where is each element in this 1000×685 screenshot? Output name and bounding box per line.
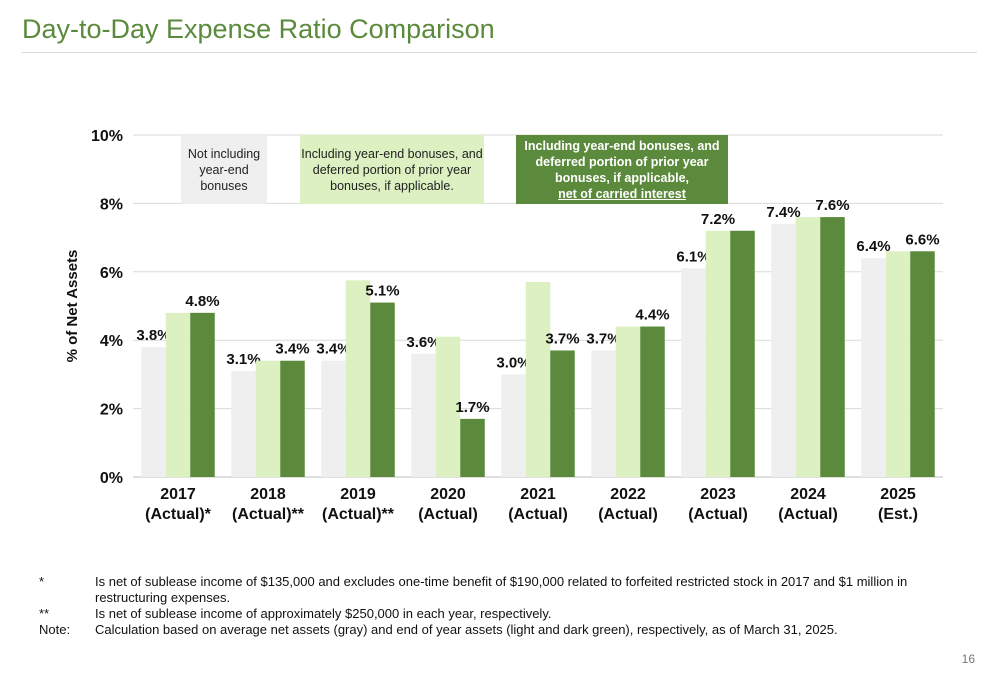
legend-light-text: Including year-end bonuses, and deferred… [301, 146, 483, 193]
bar-gray [411, 353, 436, 477]
bar-light [435, 336, 461, 477]
data-label-dark: 4.8% [185, 293, 219, 310]
data-label-gray: 6.1% [676, 248, 710, 265]
bar-light [615, 326, 641, 477]
x-tick-label: 2021 [520, 486, 556, 503]
x-tick-label: (Est.) [878, 506, 918, 523]
footnote-2-text: Is net of sublease income of approximate… [95, 606, 552, 621]
bar-light [705, 230, 731, 477]
bar-dark [550, 350, 575, 477]
bar-dark [370, 302, 395, 477]
data-label-gray: 3.1% [226, 351, 260, 368]
bar-gray [321, 360, 346, 477]
bar-dark [280, 360, 305, 477]
data-label-gray: 6.4% [856, 238, 890, 255]
footnote-note: Note: Calculation based on average net a… [39, 622, 959, 638]
bar-gray [141, 347, 166, 477]
data-label-dark: 5.1% [365, 283, 399, 300]
data-label-gray: 7.4% [766, 204, 800, 221]
expense-ratio-chart: 0% 2% 4% 6% 8% 10% % of Net Assets 3.8% 4.8% 2017… [64, 128, 943, 523]
bar-dark [820, 217, 845, 477]
bar-light [885, 251, 911, 477]
y-axis-label: % of Net Assets [64, 250, 81, 363]
footnote-1-text: Is net of sublease income of $135,000 an… [95, 574, 908, 605]
footnote-1: * Is net of sublease income of $135,000 … [39, 574, 959, 606]
footnotes: * Is net of sublease income of $135,000 … [39, 574, 959, 638]
x-tick-label: 2025 [880, 486, 916, 503]
data-label-dark: 6.6% [905, 231, 939, 248]
x-tick-label: (Actual) [508, 506, 568, 523]
bar-gray [231, 370, 256, 477]
x-tick-label: (Actual)** [232, 506, 305, 523]
data-label-gray: 3.4% [316, 341, 350, 358]
x-tick-label: (Actual) [778, 506, 838, 523]
x-tick-label: 2023 [700, 486, 736, 503]
y-tick-label: 2% [100, 402, 123, 419]
bar-gray [771, 223, 796, 477]
x-tick-label: 2024 [790, 486, 826, 503]
data-label-dark: 3.7% [545, 330, 579, 347]
bar-light [165, 312, 191, 477]
bar-dark [460, 418, 485, 477]
x-tick-label: (Actual)* [145, 506, 212, 523]
legend-box-gray: Not including year-end bonuses [181, 135, 267, 204]
footnote-2: ** Is net of sublease income of approxim… [39, 606, 959, 622]
bar-light [525, 282, 551, 477]
legend-dark-underlined: net of carried interest [558, 186, 686, 201]
x-tick-label: (Actual) [418, 506, 478, 523]
data-label-gray: 3.7% [586, 330, 620, 347]
data-label-dark: 4.4% [635, 307, 669, 324]
bar-light [255, 360, 281, 477]
data-label-dark: 1.7% [455, 399, 489, 416]
y-tick-label: 4% [100, 333, 123, 350]
y-tick-label: 0% [100, 470, 123, 487]
legend-gray-text: Not including year-end bonuses [187, 146, 261, 193]
x-tick-label: 2022 [610, 486, 646, 503]
y-tick-label: 6% [100, 265, 123, 282]
data-label-dark: 3.4% [275, 341, 309, 358]
bar-light [345, 280, 371, 477]
y-tick-label: 8% [100, 196, 123, 213]
data-label-gray: 3.0% [496, 354, 530, 371]
bar-dark [730, 230, 755, 477]
bar-gray [681, 268, 706, 477]
x-tick-label: 2020 [430, 486, 466, 503]
data-label-gray: 3.6% [406, 334, 440, 351]
data-label-dark: 7.6% [815, 197, 849, 214]
x-tick-label: 2019 [340, 486, 376, 503]
x-tick-label: (Actual)** [322, 506, 395, 523]
bar-gray [861, 258, 886, 477]
bar-dark [640, 326, 665, 477]
page-title: Day-to-Day Expense Ratio Comparison [22, 14, 495, 44]
title-divider [22, 52, 977, 53]
bar-dark [190, 312, 215, 477]
x-tick-label: 2018 [250, 486, 286, 503]
data-label-gray: 3.8% [136, 327, 170, 344]
bar-dark [910, 251, 935, 477]
footnote-note-text: Calculation based on average net assets … [95, 622, 838, 637]
page-number: 16 [961, 652, 975, 666]
bar-gray [501, 374, 526, 477]
bar-light [795, 217, 821, 477]
x-tick-label: 2017 [160, 486, 196, 503]
legend-box-dark: Including year-end bonuses, and deferred… [516, 135, 728, 204]
y-tick-label: 10% [91, 128, 123, 145]
x-tick-label: (Actual) [598, 506, 658, 523]
data-label-light: 7.2% [701, 211, 735, 228]
legend-dark-text: Including year-end bonuses, and deferred… [524, 138, 720, 185]
x-tick-label: (Actual) [688, 506, 748, 523]
footnote-2-mark: ** [39, 606, 50, 621]
legend-box-light: Including year-end bonuses, and deferred… [300, 135, 484, 204]
legend-dark-wrapper: Including year-end bonuses, and deferred… [516, 138, 728, 202]
bar-gray [591, 350, 616, 477]
footnote-1-mark: * [39, 574, 45, 589]
footnote-note-mark: Note: [39, 622, 71, 637]
